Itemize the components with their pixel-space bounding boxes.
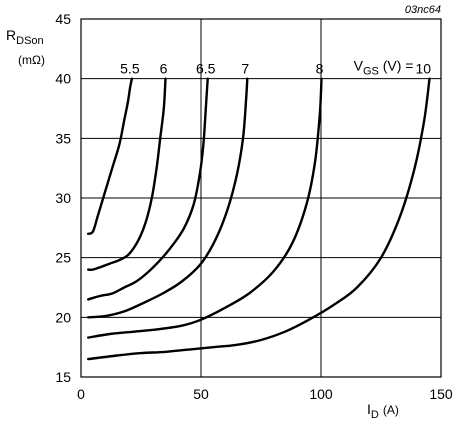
curve-vgs-7 [87, 77, 249, 319]
curve-vgs-8 [87, 77, 323, 339]
curve-label-vgs-7: 7 [241, 61, 249, 77]
x-axis-unit: (A) [383, 403, 399, 417]
x-tick-label: 100 [309, 386, 333, 402]
y-axis-label-sub: DSon [16, 35, 44, 47]
y-tick-label: 40 [55, 71, 71, 87]
plot-frame [80, 18, 442, 378]
x-axis-label-main: I [367, 401, 371, 417]
curve-vgs-5-5 [87, 77, 134, 235]
curve-vgs-10 [87, 77, 431, 361]
curve-label-vgs-6-5: 6.5 [196, 61, 216, 77]
vgs-legend-prefix: VGS (V) = [354, 58, 414, 78]
curve-labels: 5.5 6 6.5 7 8 10 [120, 61, 431, 77]
y-axis-label: RDSon [6, 27, 44, 47]
vgs-prefix-rest: (V) = [379, 58, 414, 74]
y-tick-label: 35 [55, 130, 71, 146]
tick-labels: 0 50 100 150 15 20 25 30 35 40 45 [55, 11, 452, 402]
figure-code: 03nc64 [405, 4, 441, 16]
curve-vgs-6-5 [87, 77, 209, 301]
curve-label-vgs-6: 6 [160, 61, 168, 77]
curve-label-vgs-8: 8 [316, 61, 324, 77]
y-tick-label: 15 [55, 369, 71, 385]
curve-label-vgs-10: 10 [415, 61, 431, 77]
vgs-prefix-sub: GS [363, 66, 379, 78]
curve-label-vgs-5-5: 5.5 [120, 61, 140, 77]
y-axis-unit: (mΩ) [18, 53, 45, 67]
x-axis-label: ID (A) [367, 401, 399, 421]
x-tick-label: 150 [429, 386, 453, 402]
y-axis-label-main: R [6, 27, 16, 43]
curve-vgs-6 [87, 77, 167, 271]
y-tick-label: 45 [55, 11, 71, 27]
y-tick-label: 25 [55, 250, 71, 266]
x-tick-label: 0 [77, 386, 85, 402]
y-tick-label: 20 [55, 309, 71, 325]
curves [87, 77, 431, 361]
x-axis-label-sub: D [371, 409, 379, 421]
x-tick-label: 50 [193, 386, 209, 402]
y-tick-label: 30 [55, 190, 71, 206]
vgs-prefix-main: V [354, 58, 364, 74]
